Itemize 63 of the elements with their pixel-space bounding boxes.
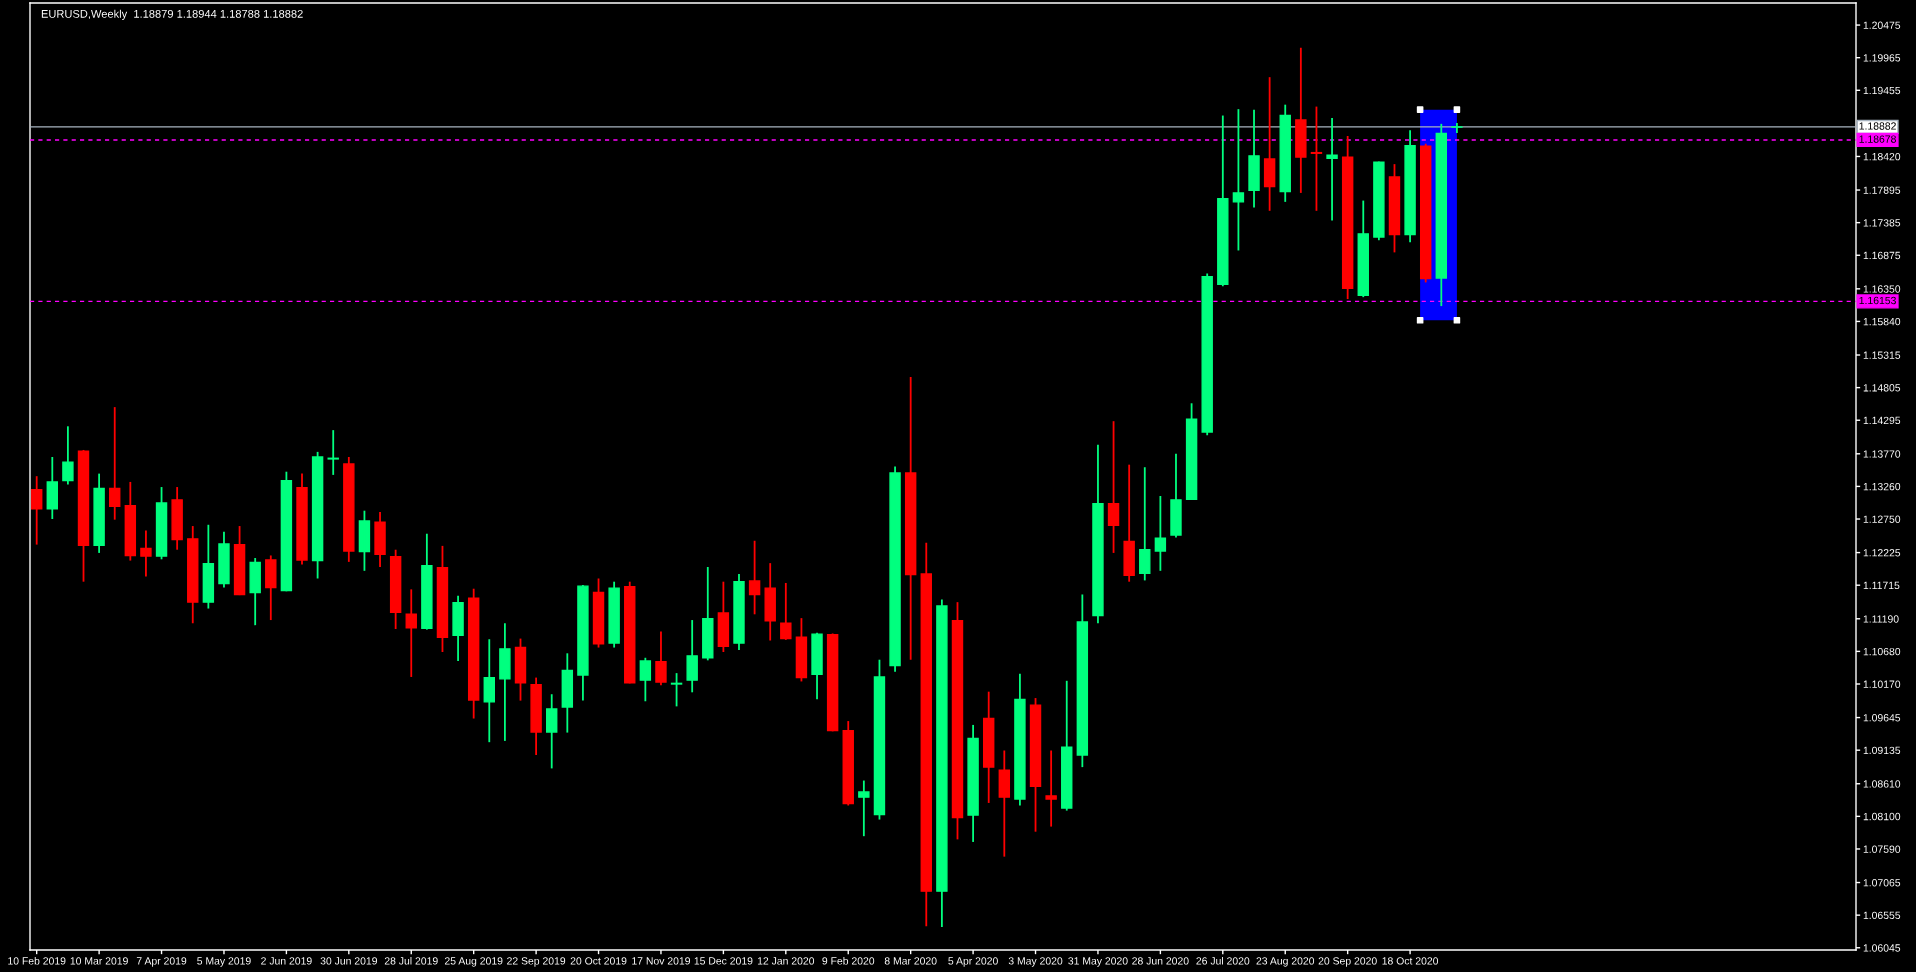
y-tick-label: 1.11715 bbox=[1863, 581, 1900, 590]
candlestick bbox=[1232, 108, 1245, 252]
x-tick-label: 31 May 2020 bbox=[1068, 957, 1128, 967]
x-tick-label: 20 Sep 2020 bbox=[1318, 957, 1377, 967]
y-tick-label: 1.08610 bbox=[1863, 780, 1901, 788]
y-tick-label: 1.20475 bbox=[1863, 21, 1901, 29]
candlestick bbox=[1045, 749, 1057, 828]
x-tick-label: 9 Feb 2020 bbox=[822, 956, 875, 965]
ref-line-label: 1.16153 bbox=[1859, 296, 1896, 305]
x-tick-label: 26 Jul 2020 bbox=[1196, 956, 1250, 965]
candlestick bbox=[1451, 122, 1463, 134]
x-tick-label: 23 Aug 2020 bbox=[1256, 957, 1315, 967]
y-tick-label: 1.14805 bbox=[1863, 384, 1901, 392]
x-tick-label: 28 Jun 2020 bbox=[1132, 957, 1189, 965]
y-tick-label: 1.12750 bbox=[1863, 515, 1901, 523]
y-tick-label: 1.10170 bbox=[1863, 680, 1901, 688]
y-tick-label: 1.17895 bbox=[1863, 186, 1901, 194]
x-tick-label: 12 Jan 2020 bbox=[757, 957, 815, 965]
x-tick-label: 7 Apr 2019 bbox=[136, 957, 187, 967]
ref-line-label: 1.18678 bbox=[1859, 135, 1896, 143]
x-tick-label: 5 Apr 2020 bbox=[948, 957, 998, 967]
candlestick bbox=[1310, 105, 1323, 212]
x-tick-label: 8 Mar 2020 bbox=[884, 957, 937, 965]
ref-line-label: 1.18882 bbox=[1859, 122, 1896, 130]
y-tick-label: 1.07590 bbox=[1863, 845, 1901, 853]
y-tick-label: 1.09135 bbox=[1863, 746, 1901, 755]
y-tick-label: 1.08100 bbox=[1863, 812, 1901, 821]
y-tick-label: 1.09645 bbox=[1863, 714, 1901, 722]
y-tick-label: 1.11190 bbox=[1863, 615, 1899, 623]
candlestick bbox=[858, 779, 870, 838]
y-tick-label: 1.17385 bbox=[1863, 219, 1901, 227]
x-tick-label: 28 Jul 2019 bbox=[384, 956, 438, 965]
y-tick-label: 1.19965 bbox=[1863, 54, 1901, 62]
x-tick-label: 30 Jun 2019 bbox=[320, 957, 378, 965]
x-tick-label: 5 May 2019 bbox=[197, 957, 251, 967]
y-tick-label: 1.15840 bbox=[1863, 317, 1901, 326]
candlestick bbox=[1326, 117, 1338, 222]
candlestick bbox=[670, 672, 683, 708]
x-tick-label: 25 Aug 2019 bbox=[444, 957, 503, 967]
x-tick-label: 22 Sep 2019 bbox=[507, 957, 566, 967]
x-tick-label: 3 May 2020 bbox=[1008, 957, 1063, 967]
y-tick-label: 1.10680 bbox=[1863, 647, 1901, 656]
y-tick-label: 1.07065 bbox=[1863, 879, 1901, 887]
y-tick-label: 1.16875 bbox=[1863, 251, 1901, 260]
x-tick-label: 20 Oct 2019 bbox=[570, 957, 627, 965]
y-tick-label: 1.06045 bbox=[1863, 944, 1901, 952]
y-tick-label: 1.12225 bbox=[1863, 549, 1901, 557]
y-tick-label: 1.14295 bbox=[1863, 416, 1901, 425]
x-tick-label: 15 Dec 2019 bbox=[694, 957, 753, 965]
y-tick-label: 1.06555 bbox=[1863, 911, 1901, 920]
y-tick-label: 1.19455 bbox=[1863, 86, 1901, 95]
x-tick-label: 10 Mar 2019 bbox=[70, 957, 128, 965]
y-tick-label: 1.13260 bbox=[1863, 482, 1901, 491]
candlestick bbox=[499, 622, 511, 742]
x-tick-label: 10 Feb 2019 bbox=[8, 956, 66, 965]
x-tick-label: 17 Nov 2019 bbox=[632, 957, 691, 965]
y-tick-label: 1.18420 bbox=[1863, 152, 1901, 161]
text: EURUSD,Weekly 1.18879 1.18944 1.18788 1.18882 bbox=[41, 9, 303, 20]
y-tick-label: 1.13770 bbox=[1863, 450, 1901, 458]
y-tick-label: 1.16350 bbox=[1863, 285, 1901, 293]
x-tick-label: 2 Jun 2019 bbox=[261, 957, 312, 965]
x-tick-label: 18 Oct 2020 bbox=[1382, 957, 1439, 965]
y-tick-label: 1.15315 bbox=[1863, 351, 1901, 359]
